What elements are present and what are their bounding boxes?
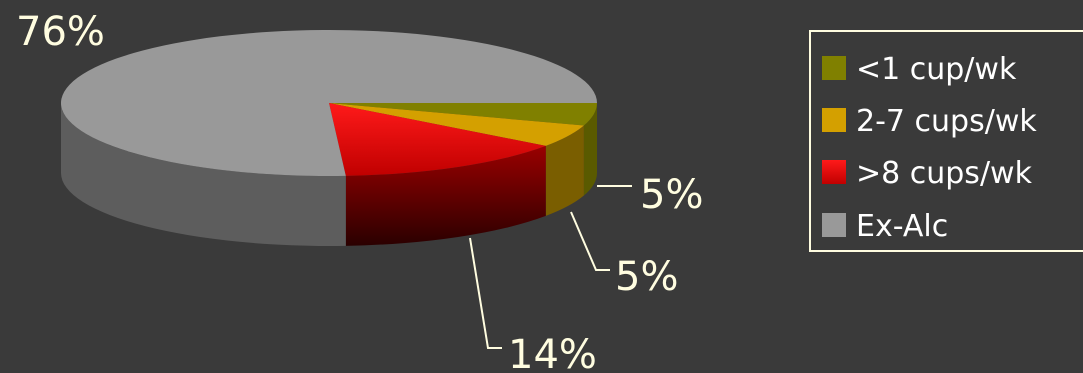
- pie-slice-ex-alc: [60, 30, 598, 177]
- legend-swatch: [822, 56, 846, 80]
- leader-line: [469, 237, 502, 349]
- legend-swatch: [822, 108, 846, 132]
- pie-slice-2-7-cups-wk: [329, 103, 584, 146]
- data-label--1-cup-wk: 5%: [640, 172, 703, 218]
- data-label-2-7-cups-wk: 5%: [615, 254, 678, 300]
- pie-sides: [61, 103, 597, 246]
- pie-side--8-cups-wk: [345, 145, 546, 246]
- pie-side-2-7-cups-wk: [545, 125, 584, 216]
- data-labels: 5% 5% 14% 76%: [16, 9, 703, 373]
- data-label--8-cups-wk: 14%: [508, 332, 597, 373]
- leader-line: [570, 211, 610, 271]
- pie-side--1-cup-wk: [583, 103, 597, 196]
- legend-box: [809, 30, 1083, 252]
- leader-lines: [469, 185, 632, 349]
- legend-label: Ex-Alc: [856, 209, 948, 244]
- legend: <1 cup/wk 2-7 cups/wk >8 cups/wk Ex-Alc: [809, 30, 1083, 252]
- pie-side-ex-alc: [61, 103, 346, 246]
- legend-label: <1 cup/wk: [856, 52, 1017, 87]
- legend-label: >8 cups/wk: [856, 156, 1033, 191]
- pie-slice--1-cup-wk: [329, 103, 597, 126]
- legend-swatch: [822, 160, 846, 184]
- pie-slice--8-cups-wk: [329, 103, 546, 176]
- legend-label: 2-7 cups/wk: [856, 104, 1037, 139]
- pie-tops: [60, 30, 598, 177]
- legend-swatch: [822, 213, 846, 237]
- data-label-ex-alc: 76%: [16, 9, 105, 55]
